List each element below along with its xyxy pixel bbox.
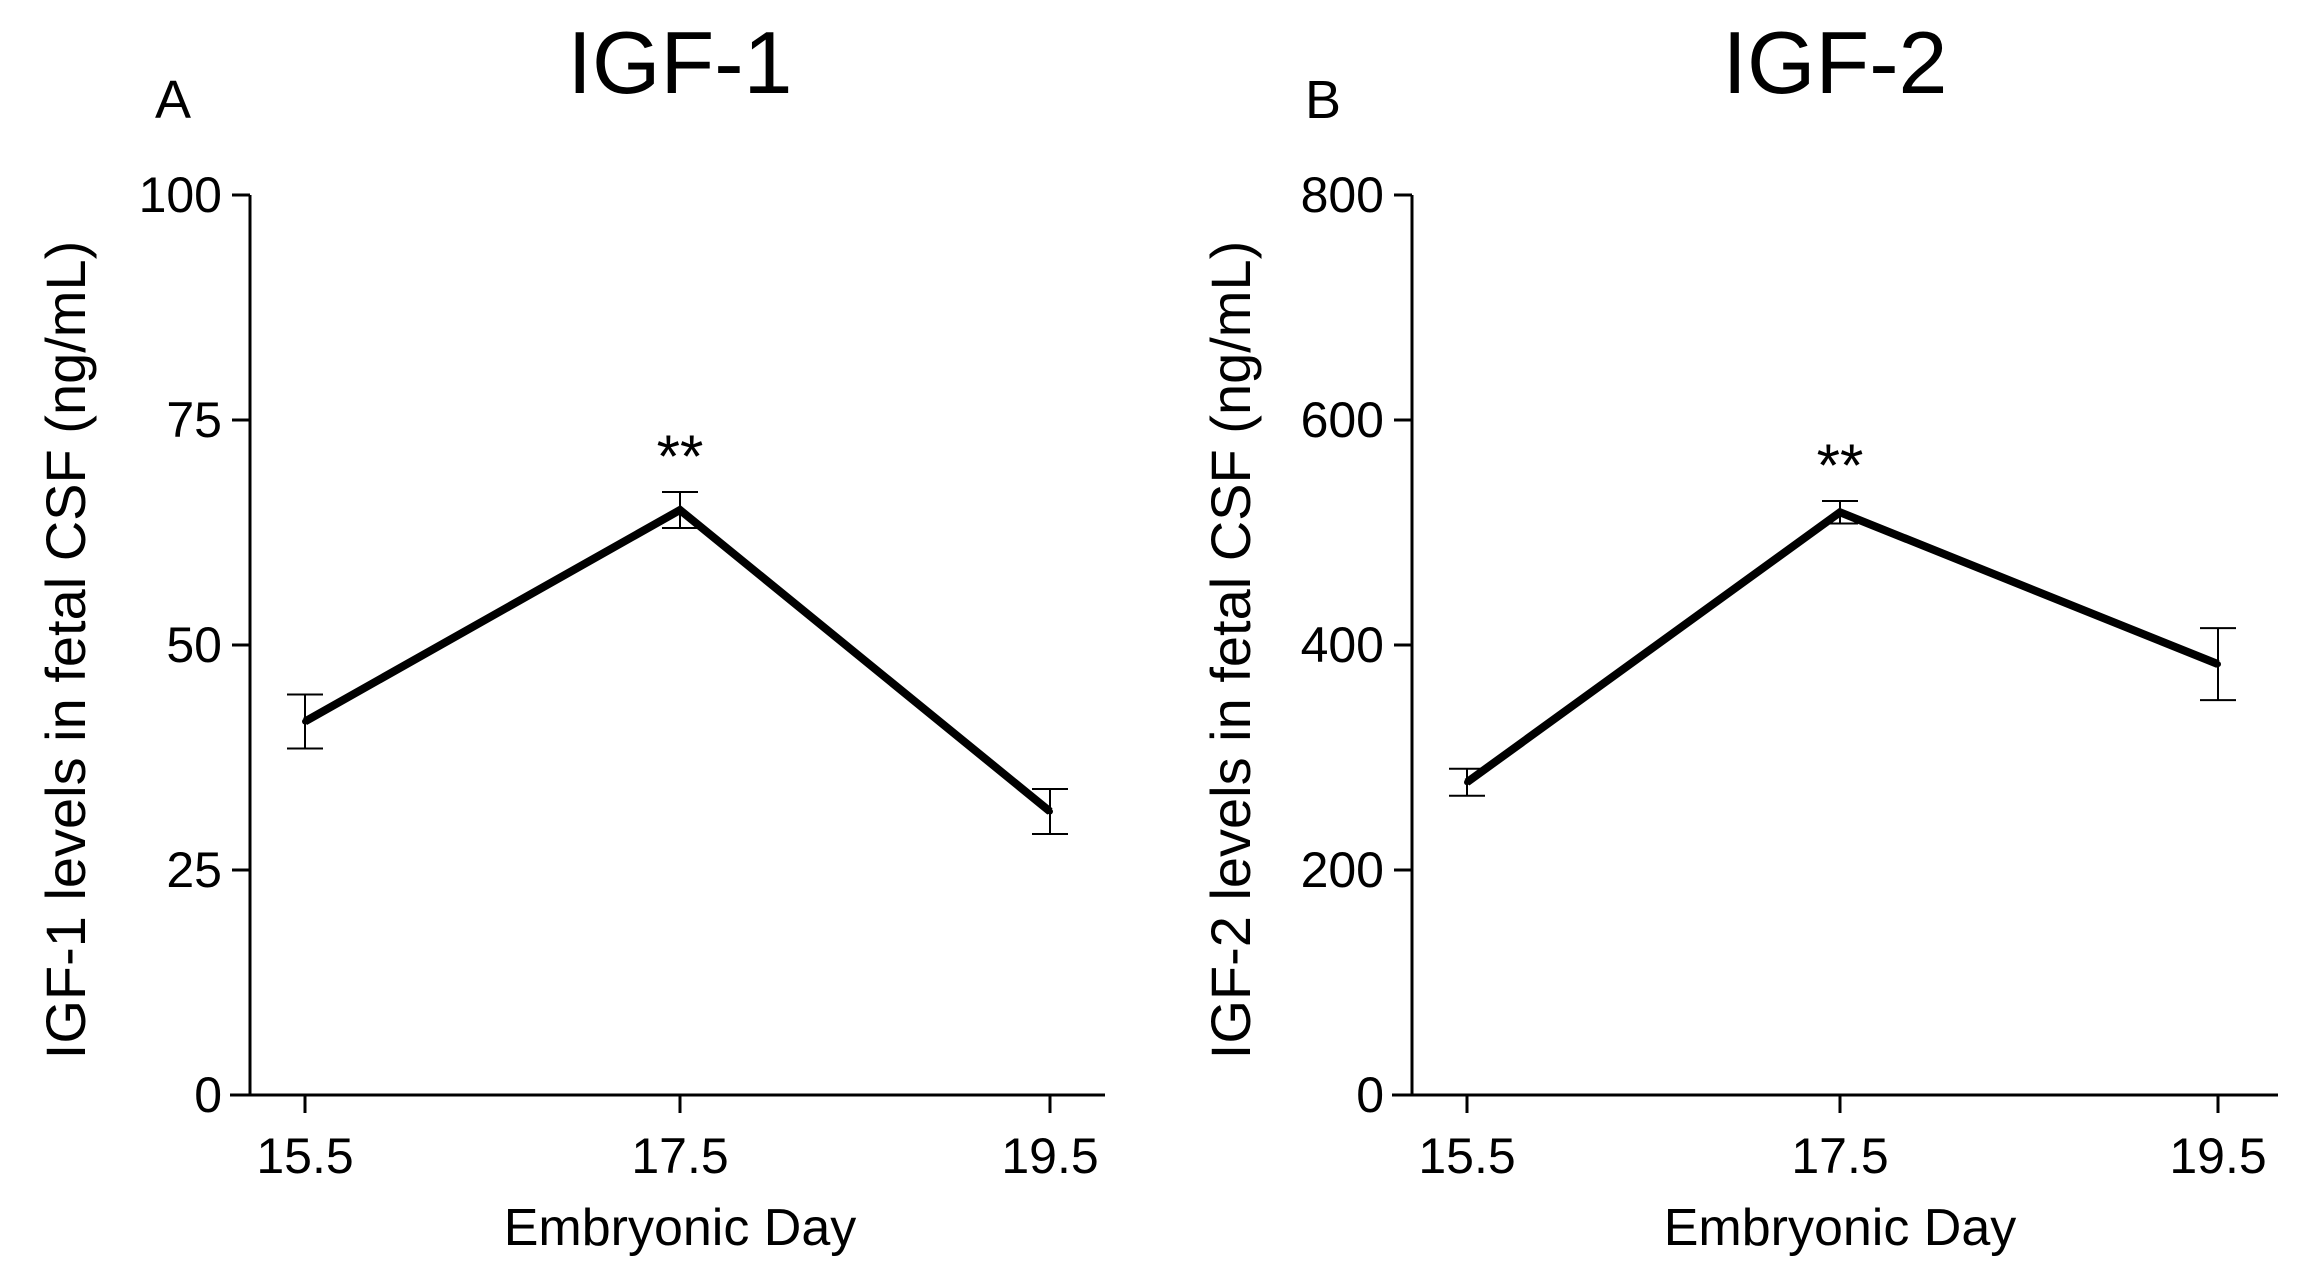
axes-igf1: 0 25 50 75 100 15.5 17.5 19.5 (139, 167, 1105, 1184)
marks-igf1: ** (287, 423, 1068, 835)
chart-title-igf1: IGF-1 (568, 13, 793, 112)
panel-b: B IGF-2 IGF-2 levels in fetal CSF (ng/mL… (1199, 13, 2278, 1257)
y-tick-label: 100 (139, 167, 222, 223)
x-tick-label: 17.5 (631, 1128, 728, 1184)
y-tick-label: 0 (194, 1067, 222, 1123)
x-axis-label-igf2: Embryonic Day (1664, 1199, 2017, 1257)
data-point (1047, 808, 1053, 815)
axes-igf2: 0 200 400 600 800 15.5 17.5 19.5 (1301, 167, 2278, 1184)
y-tick-label: 75 (166, 392, 222, 448)
y-tick-label: 200 (1301, 842, 1384, 898)
x-axis-label-igf1: Embryonic Day (504, 1199, 857, 1257)
panel-label-a: A (155, 70, 191, 130)
y-tick-label: 800 (1301, 167, 1384, 223)
y-tick-label: 50 (166, 617, 222, 673)
chart-title-igf2: IGF-2 (1723, 13, 1948, 112)
y-tick-label: 400 (1301, 617, 1384, 673)
y-tick-label: 0 (1356, 1067, 1384, 1123)
y-axis-label-igf2: IGF-2 levels in fetal CSF (ng/mL) (1199, 241, 1262, 1059)
x-tick-label: 15.5 (1418, 1128, 1515, 1184)
panel-label-b: B (1305, 70, 1341, 130)
marks-igf2: ** (1449, 432, 2236, 797)
x-tick-label: 17.5 (1791, 1128, 1888, 1184)
x-tick-label: 19.5 (1001, 1128, 1098, 1184)
y-axis-label-igf1: IGF-1 levels in fetal CSF (ng/mL) (34, 241, 97, 1059)
panel-a: A IGF-1 IGF-1 levels in fetal CSF (ng/mL… (34, 13, 1105, 1257)
data-point (1464, 779, 1470, 786)
significance-annotation: ** (657, 423, 704, 490)
y-tick-label: 600 (1301, 392, 1384, 448)
significance-annotation: ** (1817, 432, 1864, 499)
series-line (1464, 507, 2220, 786)
series-line (303, 505, 1053, 815)
data-point (302, 718, 308, 725)
y-tick-label: 25 (166, 842, 222, 898)
data-point (1837, 509, 1843, 516)
x-tick-label: 19.5 (2169, 1128, 2266, 1184)
data-point (677, 507, 683, 513)
x-tick-label: 15.5 (256, 1128, 353, 1184)
data-point (2215, 661, 2221, 668)
